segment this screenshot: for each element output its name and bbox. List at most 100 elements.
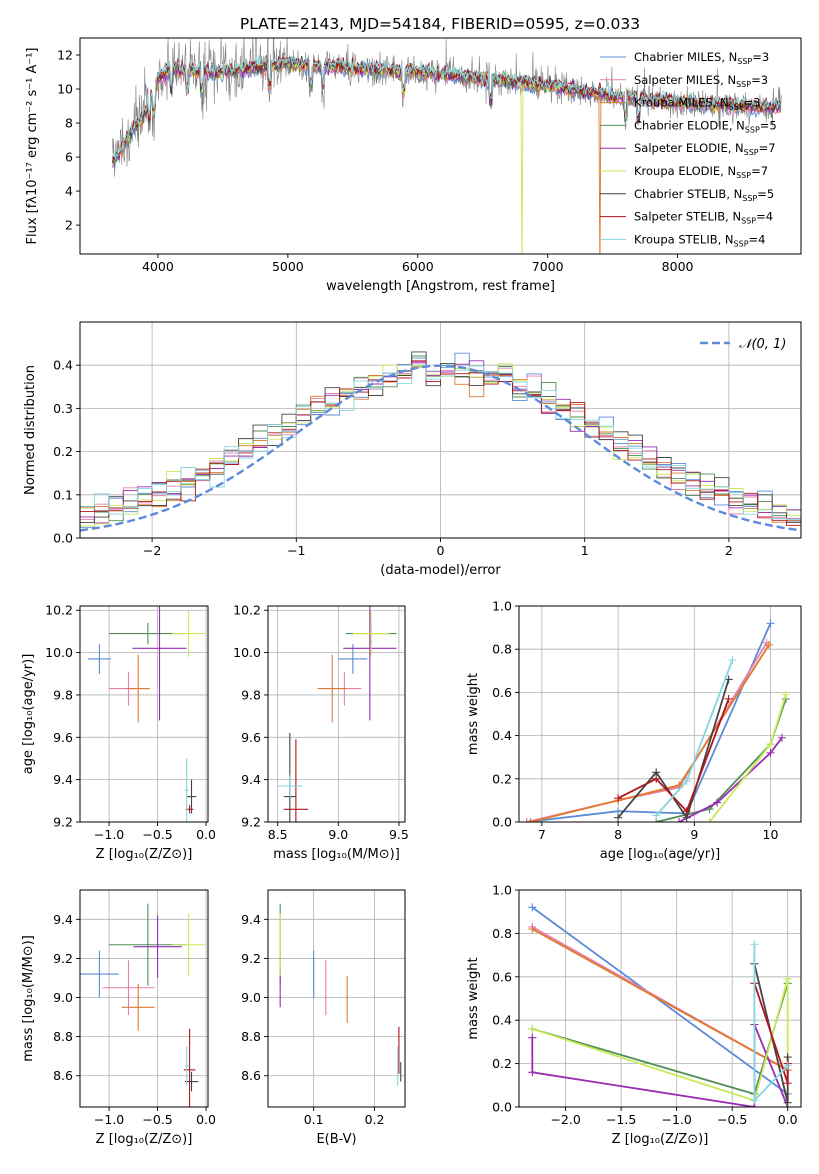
mass-weight-series [675,733,786,822]
axes-frame [79,889,209,1108]
errorbar-point [184,1046,189,1086]
data-point-marker [682,807,691,816]
y-tick-label: 9.4 [53,772,73,787]
plot-area [80,351,801,532]
errorbar-point [80,950,119,998]
x-tick-label: −1.0 [94,827,124,842]
y-tick-label: 1.0 [492,599,512,614]
x-tick-label: 8 [614,827,622,842]
y-tick-label: 8.8 [241,1029,261,1044]
errorbar-point [277,775,302,797]
x-tick-label: 9.5 [389,827,409,842]
series-line [526,622,772,822]
y-axis-label: mass weight [466,673,481,755]
x-tick-label: 9 [690,827,698,842]
y-tick-label: 0.0 [492,815,512,830]
x-tick-label: −2.0 [550,1112,580,1127]
axes-frame [79,321,802,539]
errorbar-point [352,610,390,657]
y-tick-label: 0.1 [53,487,73,502]
y-axis-label: Flux [fλ10⁻¹⁷ erg cm⁻² s⁻¹ A⁻¹] [25,48,40,245]
y-tick-label: 6 [65,150,73,165]
x-tick-label: 7 [538,827,546,842]
y-tick-label: 0.3 [53,401,73,416]
errorbar-point [183,1028,196,1107]
y-tick-label: 9.0 [53,990,73,1005]
errorbar-point [172,913,206,977]
data-point-marker [652,774,661,783]
mass-weight-series [750,940,792,1105]
y-tick-label: 0.6 [492,685,512,700]
errorbar-point [343,606,397,721]
x-tick-label: 6000 [402,259,434,274]
mass-weight-series [528,903,792,1098]
figure-title: PLATE=2143, MJD=54184, FIBERID=0595, z=0… [240,15,640,33]
x-axis-label: Z [log₁₀(Z/Z⊙)] [96,847,193,862]
axes-frame [518,889,802,1108]
legend-entry: Salpeter STELIB, NSSP=4 [634,210,773,226]
mass-vs-ebv-panel: 0.1 0.2 8.6 8.8 9.0 9.2 9.4 E(B-V) [241,889,406,1147]
mass-weight-series [522,619,775,822]
x-tick-label: 0.0 [196,827,216,842]
errorbar-point [133,915,182,978]
x-tick-label: 0.1 [304,1112,324,1127]
x-tick-label: −0.5 [717,1112,747,1127]
plot-area [277,606,397,822]
series-line [531,928,789,1071]
x-axis-label: E(B-V) [316,1132,356,1147]
plot-area [80,903,206,1107]
plot-area [528,903,792,1107]
data-point-marker [614,794,623,803]
massweight-vs-metallicity-panel: −2.0 −1.5 −1.0 −0.5 0.0 0.0 0.2 0.4 0.6 0.8 1.0 Z [… [466,883,802,1147]
axes-frame [79,37,802,255]
plot-area [112,38,782,254]
x-tick-label: 7000 [532,259,564,274]
y-tick-label: 0.6 [492,969,512,984]
data-point-marker [652,811,661,820]
plot-area [87,606,206,822]
x-tick-label: 5000 [272,259,304,274]
errorbar-point [102,960,155,1016]
data-point-marker [528,925,537,934]
errorbar-point [87,644,112,674]
data-point-marker [783,1079,792,1088]
x-tick-label: 8000 [662,259,694,274]
x-axis-label: Z [log₁₀(Z/Z⊙)] [612,1132,709,1147]
y-axis-label: mass [log₁₀(M/M⊙)] [21,935,36,1062]
x-tick-label: 10 [763,827,779,842]
series-line [531,906,789,1095]
x-tick-label: 0.0 [778,1112,798,1127]
x-axis-label: wavelength [Angstrom, rest frame] [326,279,555,294]
x-tick-label: −2 [143,543,161,558]
x-tick-label: 0.0 [196,1112,216,1127]
mass-weight-series [705,690,790,822]
x-axis-label: Z [log₁₀(Z/Z⊙)] [96,1132,193,1147]
x-tick-label: 4000 [142,259,174,274]
axes-frame [267,889,406,1108]
x-tick-label: −1.0 [661,1112,691,1127]
y-tick-label: 0.4 [53,358,73,373]
x-tick-label: −1.5 [606,1112,636,1127]
y-tick-label: 9.8 [241,687,261,702]
y-tick-label: 0.2 [492,1056,512,1071]
data-point-marker [783,974,792,983]
y-tick-label: 9.8 [53,687,73,702]
y-tick-label: 9.2 [241,815,261,830]
x-axis-label: mass [log₁₀(M/M⊙)] [273,847,400,862]
y-axis-label: mass weight [466,957,481,1039]
massweight-vs-age-panel: 7 8 9 10 0.0 0.2 0.4 0.6 0.8 1.0 age [log₁₀(age/yr… [466,599,802,862]
errorbar-point [317,654,347,723]
axes-frame [518,605,802,823]
data-point-marker [528,903,537,912]
legend-entry: Kroupa MILES, NSSP=3 [634,96,760,112]
model-spectrum-line [112,55,782,159]
y-tick-label: 4 [65,184,73,199]
y-tick-label: 12 [57,48,73,63]
data-point-marker [764,640,773,649]
x-tick-label: 1 [581,543,589,558]
y-tick-label: 2 [65,218,73,233]
x-axis-label: age [log₁₀(age/yr)] [600,847,721,862]
y-tick-label: 0.0 [53,531,73,546]
y-tick-label: 9.6 [241,730,261,745]
y-tick-label: 0.2 [53,444,73,459]
